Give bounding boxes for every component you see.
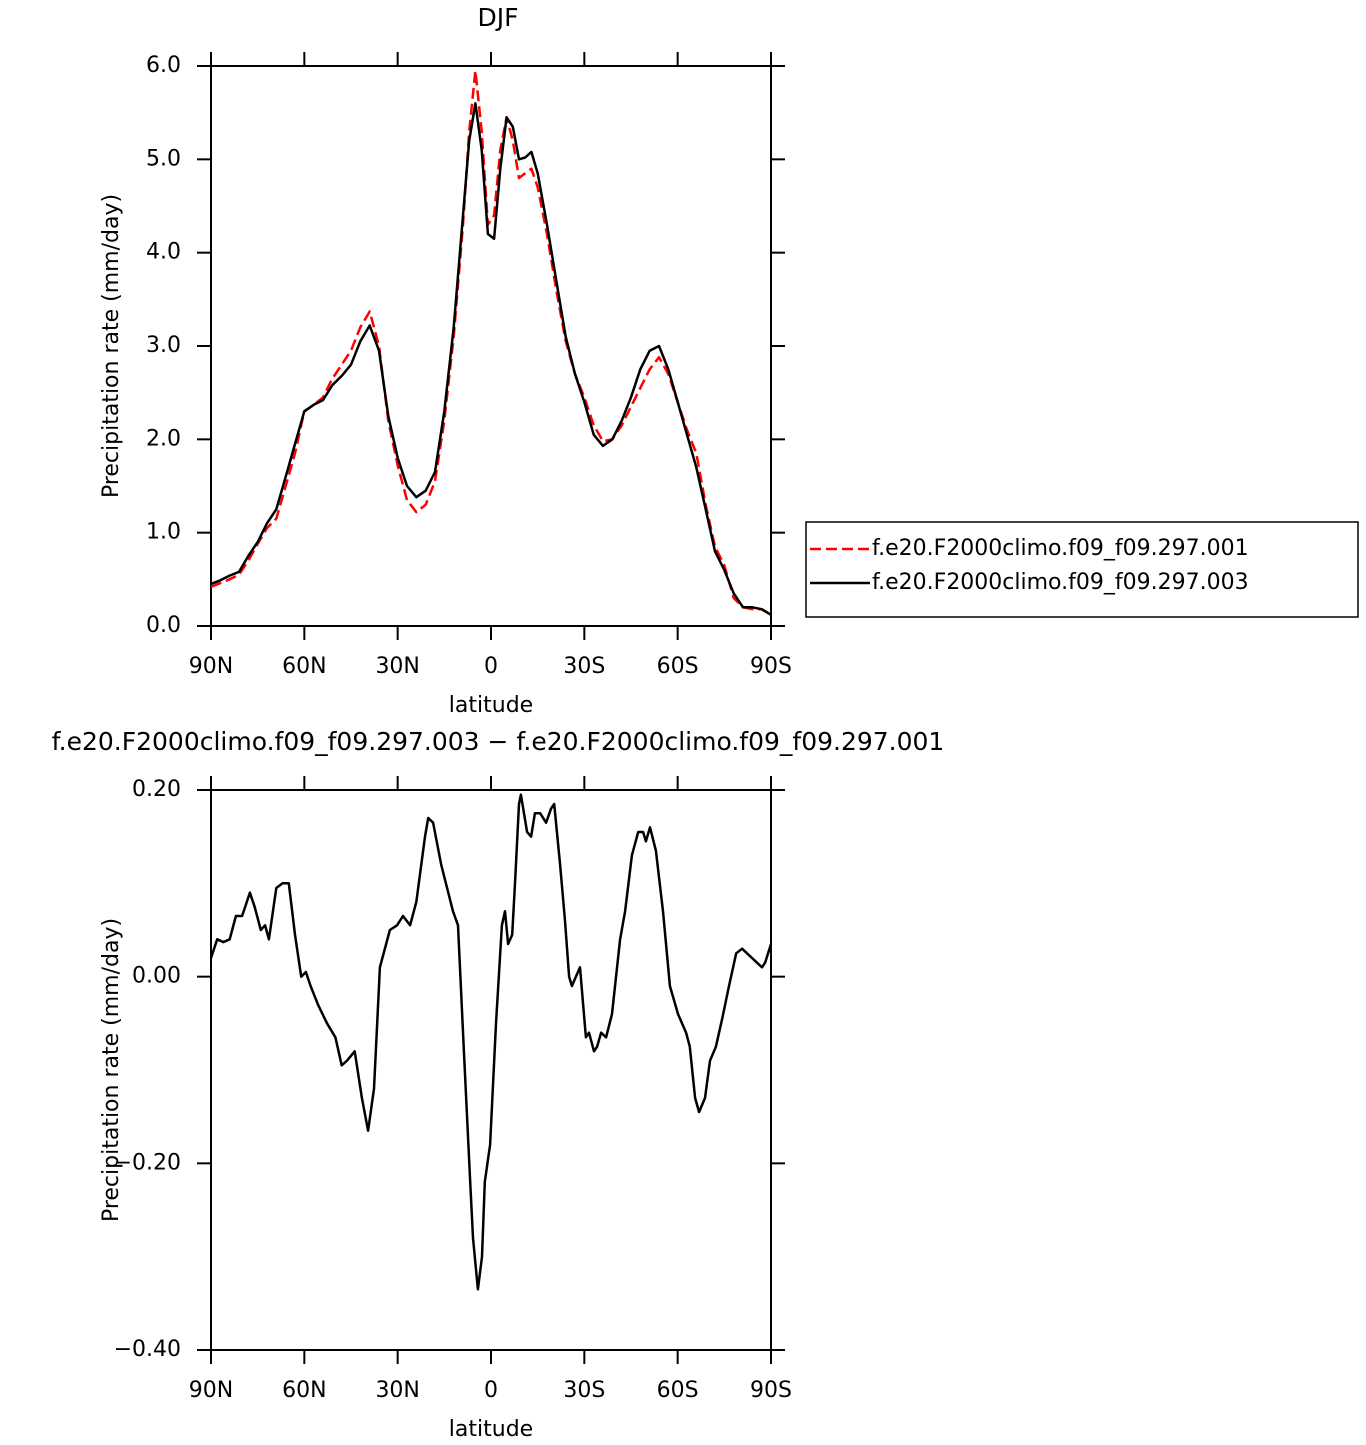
x-axis-label: latitude bbox=[449, 1417, 533, 1442]
x-tick-label: 90S bbox=[750, 654, 792, 679]
y-tick-label: 6.0 bbox=[146, 53, 181, 78]
series-line bbox=[209, 793, 773, 1291]
y-tick-label: 3.0 bbox=[146, 333, 181, 358]
x-tick-label: 30N bbox=[375, 1378, 419, 1403]
x-tick-label: 30S bbox=[563, 654, 605, 679]
chart-title: DJF bbox=[477, 3, 518, 32]
y-tick-label: 4.0 bbox=[146, 240, 181, 265]
x-tick-label: 0 bbox=[484, 1378, 498, 1403]
y-tick-label: −0.20 bbox=[114, 1150, 181, 1175]
y-axis-label: Precipitation rate (mm/day) bbox=[99, 918, 124, 1222]
legend-label: f.e20.F2000climo.f09_f09.297.003 bbox=[872, 570, 1249, 595]
x-tick-label: 60S bbox=[657, 1378, 699, 1403]
x-tick-label: 30N bbox=[375, 654, 419, 679]
y-tick-label: 0.00 bbox=[132, 964, 181, 989]
x-tick-label: 90N bbox=[189, 1378, 233, 1403]
x-tick-label: 0 bbox=[484, 654, 498, 679]
plot-frame bbox=[210, 789, 772, 1351]
y-tick-label: −0.40 bbox=[114, 1337, 181, 1362]
y-tick-label: 0.20 bbox=[132, 777, 181, 802]
x-tick-label: 60S bbox=[657, 654, 699, 679]
legend-label: f.e20.F2000climo.f09_f09.297.001 bbox=[872, 536, 1249, 561]
x-axis-label: latitude bbox=[449, 693, 533, 718]
x-tick-label: 60N bbox=[282, 654, 326, 679]
legend-box bbox=[805, 521, 1359, 618]
series-line bbox=[210, 69, 772, 616]
x-tick-label: 90N bbox=[189, 654, 233, 679]
y-tick-label: 0.0 bbox=[146, 613, 181, 638]
series-line bbox=[210, 102, 772, 616]
chart-title: f.e20.F2000climo.f09_f09.297.003 − f.e20… bbox=[52, 727, 945, 756]
x-tick-label: 90S bbox=[750, 1378, 792, 1403]
y-axis-label: Precipitation rate (mm/day) bbox=[99, 194, 124, 498]
plot-frame bbox=[210, 65, 772, 627]
y-tick-label: 1.0 bbox=[146, 520, 181, 545]
y-tick-label: 2.0 bbox=[146, 426, 181, 451]
y-tick-label: 5.0 bbox=[146, 146, 181, 171]
x-tick-label: 30S bbox=[563, 1378, 605, 1403]
x-tick-label: 60N bbox=[282, 1378, 326, 1403]
